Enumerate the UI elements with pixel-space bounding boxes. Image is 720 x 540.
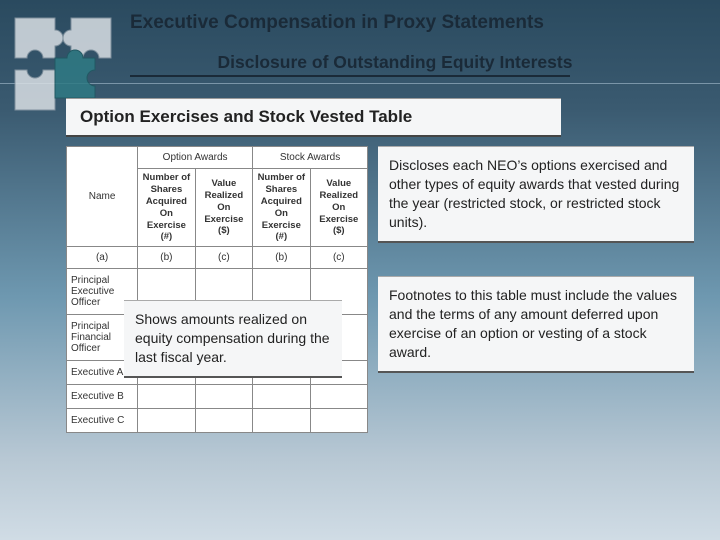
slide-subtitle: Disclosure of Outstanding Equity Interes… <box>130 52 660 77</box>
equity-table-wrapper: Name Option Awards Stock Awards Number o… <box>66 146 368 433</box>
group-header-option: Option Awards <box>138 147 253 169</box>
callout-shows: Shows amounts realized on equity compens… <box>124 300 342 378</box>
callout-discloses: Discloses each NEO’s options exercised a… <box>378 146 694 243</box>
col-header: Number of Shares Acquired On Exercise (#… <box>138 169 196 247</box>
col-letter: (b) <box>138 247 196 269</box>
col-header: Value Realized On Exercise ($) <box>310 169 367 247</box>
col-letter: (c) <box>195 247 252 269</box>
content-area: Option Exercises and Stock Vested Table … <box>0 84 720 137</box>
col-letter: (a) <box>67 247 138 269</box>
name-header: Name <box>67 147 138 247</box>
table-row: Executive B <box>67 385 368 409</box>
slide-title: Executive Compensation in Proxy Statemen… <box>130 12 700 34</box>
section-heading: Option Exercises and Stock Vested Table <box>66 98 561 137</box>
equity-table: Name Option Awards Stock Awards Number o… <box>66 146 368 433</box>
row-label: Executive C <box>67 409 138 433</box>
col-header: Number of Shares Acquired On Exercise (#… <box>253 169 311 247</box>
col-letter: (c) <box>310 247 367 269</box>
row-label: Executive B <box>67 385 138 409</box>
subtitle-text: Disclosure of Outstanding Equity Interes… <box>218 52 573 72</box>
callout-footnotes: Footnotes to this table must include the… <box>378 276 694 373</box>
col-letter: (b) <box>253 247 311 269</box>
table-row: Executive C <box>67 409 368 433</box>
col-header: Value Realized On Exercise ($) <box>195 169 252 247</box>
group-header-stock: Stock Awards <box>253 147 368 169</box>
